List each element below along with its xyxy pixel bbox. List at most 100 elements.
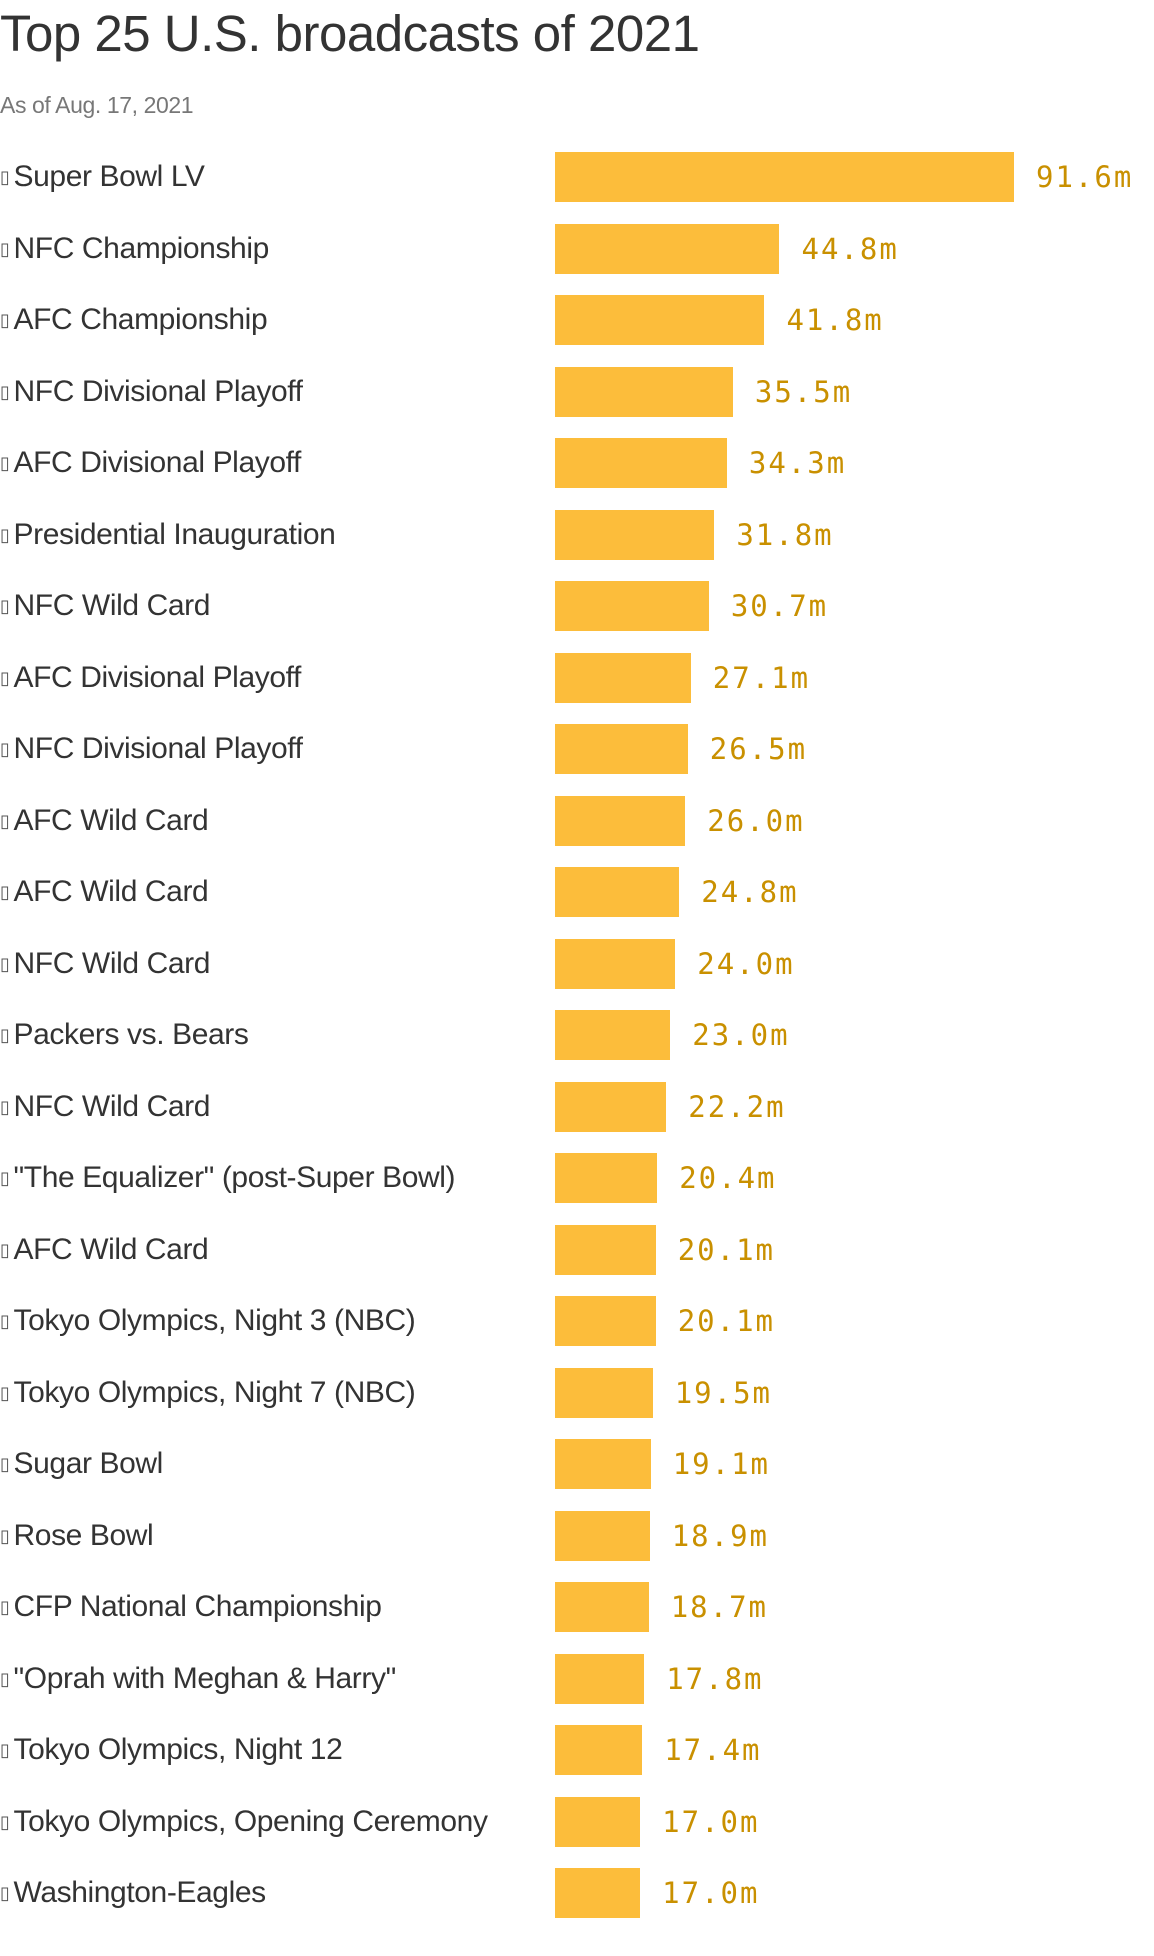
bar-label: ▯ Tokyo Olympics, Night 7 (NBC) [0, 1368, 416, 1418]
bar [555, 1081, 667, 1132]
bar-row: ▯ Tokyo Olympics, Night 3 (NBC) 20.1m [0, 1296, 1154, 1346]
missing-glyph-icon: ▯ [0, 882, 10, 903]
missing-glyph-icon: ▯ [0, 1311, 10, 1332]
bar-value-label: 41.8m [786, 303, 884, 337]
bar-row: ▯ AFC Wild Card 26.0m [0, 795, 1154, 846]
missing-glyph-icon: ▯ [0, 1454, 10, 1475]
bar-row: ▯ NFC Wild Card 22.2m [0, 1081, 1154, 1132]
bar-label: ▯ Super Bowl LV [0, 152, 205, 202]
bar [555, 1010, 671, 1060]
bar-row: ▯ AFC Divisional Playoff 34.3m [0, 438, 1154, 488]
bar-label: ▯ Rose Bowl [0, 1511, 154, 1561]
bar-label: ▯ NFC Divisional Playoff [0, 367, 303, 417]
bar [555, 366, 733, 417]
bar-label: ▯ AFC Divisional Playoff [0, 653, 301, 703]
bar-value-label: 26.0m [707, 803, 805, 838]
bar-label-text: AFC Wild Card [13, 875, 209, 908]
bar [555, 652, 691, 703]
bar [555, 152, 1014, 202]
bar-label-text: "The Equalizer" (post-Super Bowl) [13, 1161, 456, 1194]
missing-glyph-icon: ▯ [0, 167, 10, 188]
bar-label: ▯ Washington-Eagles [0, 1868, 266, 1918]
bar-value-label: 31.8m [736, 517, 834, 552]
missing-glyph-icon: ▯ [0, 953, 10, 975]
bar-label-text: AFC Wild Card [13, 1232, 209, 1266]
bar [555, 1224, 656, 1275]
bar-row: ▯ Tokyo Olympics, Night 12 17.4m [0, 1725, 1154, 1775]
bar [555, 1868, 641, 1918]
bar-value-label: 18.7m [670, 1590, 769, 1624]
bar-label-text: Tokyo Olympics, Night 7 (NBC) [13, 1375, 416, 1409]
bar-label-text: CFP National Championship [13, 1590, 382, 1623]
bar [555, 1439, 651, 1489]
bar [555, 581, 709, 631]
bar-row: ▯ Tokyo Olympics, Opening Ceremony 17.0m [0, 1796, 1154, 1847]
bar-label: ▯ NFC Wild Card [0, 1082, 210, 1132]
bar-label-text: "Oprah with Meghan & Harry" [13, 1661, 397, 1695]
bar-value-label: 23.0m [692, 1018, 790, 1052]
bar-value-label: 30.7m [730, 589, 829, 623]
missing-glyph-icon: ▯ [0, 596, 10, 617]
bar-row: ▯ NFC Championship 44.8m [0, 223, 1154, 274]
missing-glyph-icon: ▯ [0, 1811, 10, 1833]
bar-value-label: 20.1m [677, 1304, 776, 1338]
missing-glyph-icon: ▯ [0, 1597, 10, 1618]
missing-glyph-icon: ▯ [0, 739, 10, 760]
bar-label-text: NFC Wild Card [13, 1089, 211, 1123]
bar-value-label: 17.0m [662, 1876, 760, 1910]
bar-label-text: Tokyo Olympics, Night 12 [13, 1733, 343, 1766]
missing-glyph-icon: ▯ [0, 667, 10, 689]
bar-label-text: AFC Wild Card [13, 803, 209, 837]
bar-label-text: Super Bowl LV [13, 160, 205, 193]
bar-value-label: 24.8m [701, 875, 799, 909]
bar-value-label: 27.1m [712, 660, 811, 695]
bar-row: ▯ AFC Divisional Playoff 27.1m [0, 652, 1154, 703]
bar-row: ▯ Sugar Bowl 19.1m [0, 1439, 1154, 1489]
bar-row: ▯ AFC Wild Card 20.1m [0, 1224, 1154, 1275]
bar [555, 438, 727, 488]
bar-label: ▯ AFC Championship [0, 295, 268, 345]
missing-glyph-icon: ▯ [0, 1025, 10, 1046]
missing-glyph-icon: ▯ [0, 238, 10, 260]
bar-label: ▯ CFP National Championship [0, 1582, 382, 1632]
bar-value-label: 20.1m [677, 1232, 776, 1267]
missing-glyph-icon: ▯ [0, 1740, 10, 1761]
bar [555, 1653, 645, 1704]
bar [555, 724, 688, 774]
bar [555, 867, 680, 917]
bar-row: ▯ Rose Bowl 18.9m [0, 1510, 1154, 1561]
bar-label: ▯ NFC Wild Card [0, 581, 210, 631]
bar-row: ▯ AFC Wild Card 24.8m [0, 867, 1154, 917]
bar-row: ▯ NFC Wild Card 30.7m [0, 581, 1154, 631]
bar-label-text: Washington-Eagles [13, 1876, 267, 1909]
missing-glyph-icon: ▯ [0, 1382, 10, 1404]
bar-label: ▯ NFC Divisional Playoff [0, 724, 303, 774]
missing-glyph-icon: ▯ [0, 810, 10, 832]
bar-value-label: 91.6m [1036, 160, 1134, 194]
bar-value-label: 22.2m [688, 1089, 786, 1124]
bar-value-label: 20.4m [679, 1161, 777, 1195]
bar-label: ▯ AFC Divisional Playoff [0, 438, 301, 488]
bar-label-text: NFC Championship [13, 231, 270, 265]
bar-label-text: Rose Bowl [13, 1518, 154, 1552]
bar-label: ▯ NFC Championship [0, 224, 269, 274]
bar-value-label: 19.1m [672, 1447, 771, 1481]
bar-label: ▯ AFC Wild Card [0, 867, 209, 917]
bar-row: ▯ NFC Wild Card 24.0m [0, 938, 1154, 989]
bar-label-text: AFC Championship [13, 303, 268, 336]
bar-row: ▯ NFC Divisional Playoff 35.5m [0, 366, 1154, 417]
bar-value-label: 26.5m [709, 732, 808, 766]
bar-value-label: 17.0m [662, 1804, 760, 1839]
bar [555, 795, 686, 846]
bar [555, 509, 715, 560]
bar-value-label: 44.8m [801, 231, 899, 266]
bar-value-label: 24.0m [697, 946, 795, 981]
bar-label: ▯ Tokyo Olympics, Opening Ceremony [0, 1797, 488, 1847]
bar-label-text: NFC Wild Card [13, 589, 211, 622]
bar-label: ▯ Presidential Inauguration [0, 510, 336, 560]
bar-row: ▯ NFC Divisional Playoff 26.5m [0, 724, 1154, 774]
bar-label-text: AFC Divisional Playoff [13, 446, 302, 479]
chart-subtitle: As of Aug. 17, 2021 [0, 92, 194, 118]
missing-glyph-icon: ▯ [0, 1883, 10, 1904]
bar-label-text: NFC Divisional Playoff [13, 374, 303, 408]
